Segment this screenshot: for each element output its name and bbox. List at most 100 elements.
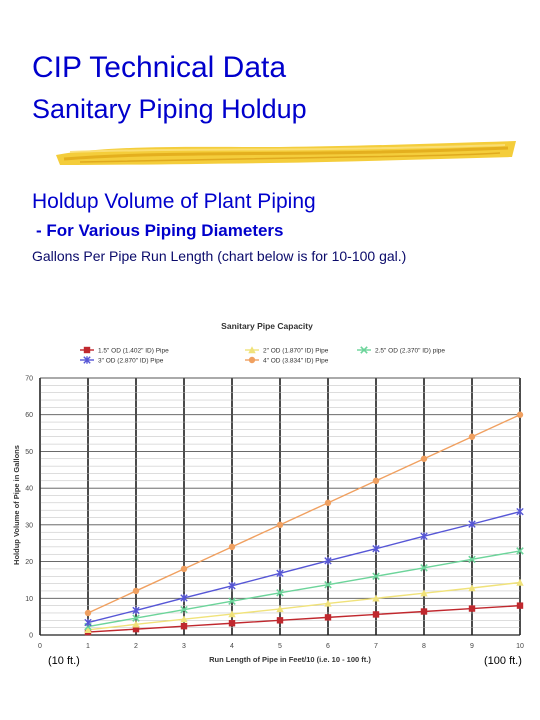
data-point bbox=[468, 605, 476, 612]
data-point bbox=[180, 605, 188, 614]
chart-legend: 1.5" OD (1.402" ID) Pipe 2" OD (1.870" ID… bbox=[80, 346, 445, 364]
legend-label: 3" OD (2.870" ID) Pipe bbox=[98, 357, 164, 364]
series-line bbox=[87, 604, 521, 633]
data-point bbox=[84, 609, 92, 617]
x-tick-label: 8 bbox=[422, 643, 426, 650]
series-group bbox=[84, 411, 524, 617]
series-group bbox=[84, 578, 524, 634]
data-point bbox=[83, 356, 91, 364]
y-tick-label: 20 bbox=[25, 559, 33, 566]
data-point bbox=[324, 557, 332, 565]
data-point bbox=[372, 544, 380, 553]
data-point bbox=[420, 589, 428, 597]
data-point bbox=[228, 620, 236, 627]
x-tick-label: 6 bbox=[326, 643, 330, 650]
y-tick-label: 0 bbox=[29, 633, 33, 640]
data-point bbox=[420, 564, 428, 572]
data-point bbox=[180, 565, 188, 573]
data-point bbox=[84, 626, 92, 634]
data-point bbox=[516, 547, 524, 555]
data-point bbox=[180, 622, 188, 630]
legend-label: 4" OD (3.834" ID) Pipe bbox=[263, 357, 329, 364]
data-point bbox=[468, 520, 476, 528]
data-point bbox=[228, 582, 236, 590]
chart-axes bbox=[39, 378, 520, 636]
x-tick-label: 7 bbox=[374, 643, 378, 650]
x-tick-label: 9 bbox=[470, 643, 474, 650]
data-point bbox=[324, 599, 332, 607]
data-point bbox=[248, 356, 256, 364]
pipe-capacity-chart: Sanitary Pipe Capacity 1.5" OD (1.402" I… bbox=[12, 321, 524, 664]
data-point bbox=[276, 589, 284, 597]
y-tick-label: 60 bbox=[25, 412, 33, 419]
y-tick-label: 10 bbox=[25, 596, 33, 603]
data-point bbox=[468, 584, 476, 592]
legend-label: 1.5" OD (1.402" ID) Pipe bbox=[98, 347, 169, 354]
legend-item: 2.5" OD (2.370" ID) pipe bbox=[357, 346, 445, 354]
y-tick-label: 70 bbox=[25, 376, 33, 383]
data-point bbox=[132, 587, 140, 595]
x-tick-label: 2 bbox=[134, 643, 138, 650]
legend-item: 3" OD (2.870" ID) Pipe bbox=[80, 356, 164, 364]
x-tick-label: 10 bbox=[516, 643, 524, 650]
data-point bbox=[324, 499, 332, 507]
data-point bbox=[276, 521, 284, 529]
data-point bbox=[248, 346, 256, 354]
data-point bbox=[372, 611, 380, 618]
data-point bbox=[516, 411, 524, 418]
data-point bbox=[228, 610, 236, 618]
data-point bbox=[420, 455, 428, 462]
chart-series bbox=[84, 411, 524, 636]
series-group bbox=[84, 547, 524, 631]
footer-right-label: (100 ft.) bbox=[484, 655, 522, 667]
series-line bbox=[87, 414, 521, 614]
section-note: Gallons Per Pipe Run Length (chart below… bbox=[32, 248, 407, 264]
x-tick-label: 4 bbox=[230, 643, 234, 650]
data-point bbox=[276, 569, 284, 578]
x-tick-label: 5 bbox=[278, 643, 282, 650]
data-point bbox=[468, 555, 476, 564]
data-point bbox=[324, 580, 332, 589]
data-point bbox=[516, 578, 524, 586]
y-tick-label: 30 bbox=[25, 522, 33, 529]
legend-label: 2.5" OD (2.370" ID) pipe bbox=[375, 347, 445, 354]
data-point bbox=[180, 615, 188, 623]
data-point bbox=[228, 543, 236, 551]
data-point bbox=[324, 614, 332, 621]
x-tick-label: 1 bbox=[86, 643, 90, 650]
series-group bbox=[84, 507, 524, 627]
data-point bbox=[83, 346, 91, 354]
legend-item: 4" OD (3.834" ID) Pipe bbox=[245, 356, 329, 364]
section-subheading: - For Various Piping Diameters bbox=[36, 221, 284, 240]
legend-item: 2" OD (1.870" ID) Pipe bbox=[245, 346, 329, 354]
y-tick-label: 40 bbox=[25, 486, 33, 493]
data-point bbox=[84, 618, 92, 627]
data-point bbox=[372, 594, 380, 602]
chart-ticks: 0 1 2 3 4 5 6 7 8 9 10 0 10 20 30 40 50 60 70 bbox=[25, 376, 524, 651]
data-point bbox=[276, 617, 284, 624]
y-tick-label: 50 bbox=[25, 449, 33, 456]
x-tick-label: 0 bbox=[38, 643, 42, 650]
data-point bbox=[132, 620, 140, 628]
data-point bbox=[516, 602, 524, 609]
series-line bbox=[87, 510, 521, 624]
data-point bbox=[132, 606, 140, 615]
data-point bbox=[468, 433, 476, 440]
legend-label: 2" OD (1.870" ID) Pipe bbox=[263, 347, 329, 354]
x-axis-label: Run Length of Pipe in Feet/10 (i.e. 10 -… bbox=[209, 655, 371, 664]
data-point bbox=[372, 572, 380, 581]
data-point bbox=[372, 477, 380, 484]
data-point bbox=[360, 346, 368, 354]
data-point bbox=[276, 605, 284, 613]
x-tick-label: 3 bbox=[182, 643, 186, 650]
series-line bbox=[87, 550, 521, 628]
y-axis-label: Holdup Volume of Pipe in Gallons bbox=[12, 445, 21, 565]
data-point bbox=[420, 608, 428, 615]
data-point bbox=[180, 594, 188, 602]
chart-grid bbox=[39, 377, 521, 636]
page-title: CIP Technical Data bbox=[32, 51, 287, 84]
footer-left-label: (10 ft.) bbox=[48, 655, 80, 667]
data-point bbox=[132, 625, 140, 633]
data-point bbox=[420, 532, 428, 541]
section-heading: Holdup Volume of Plant Piping bbox=[32, 190, 316, 213]
